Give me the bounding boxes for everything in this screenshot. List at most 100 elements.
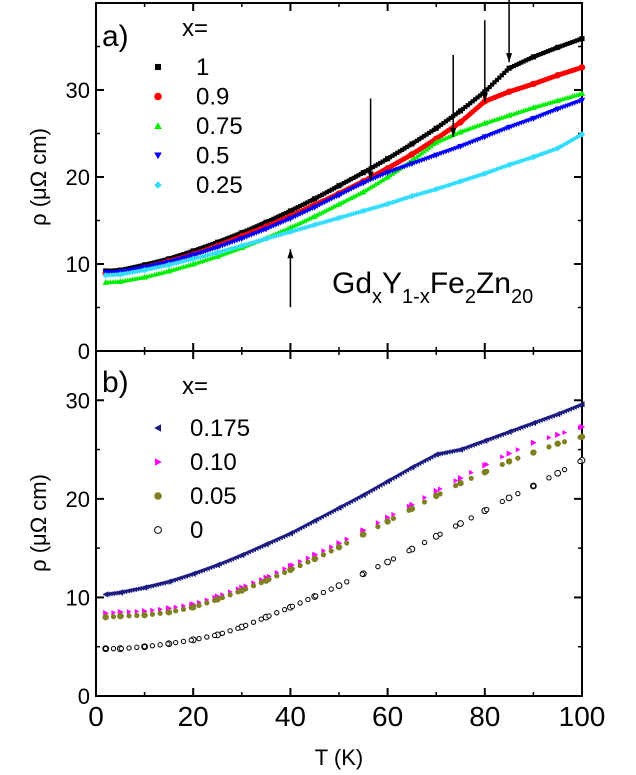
data-point-dense <box>205 243 210 248</box>
data-point-dense <box>302 201 308 206</box>
data-point-dense <box>127 270 133 276</box>
data-point-dense <box>536 52 541 58</box>
data-point-dense <box>314 212 320 218</box>
data-point-dense <box>438 450 444 457</box>
data-point-dense <box>343 197 349 203</box>
data-point-dense <box>530 449 537 456</box>
data-point <box>457 520 464 527</box>
data-point-dense <box>161 580 167 586</box>
x-tick-label: 100 <box>559 701 606 732</box>
data-point-dense <box>422 494 428 501</box>
data-point-dense <box>372 181 379 187</box>
data-point-dense <box>431 141 437 147</box>
data-point-dense <box>577 458 583 465</box>
data-point-dense <box>256 223 261 228</box>
data-point-dense <box>458 108 463 113</box>
data-point-dense <box>122 588 128 595</box>
data-point-dense <box>258 237 264 243</box>
data-point-dense <box>268 217 274 223</box>
data-point-dense <box>193 248 198 253</box>
data-point-dense <box>174 254 179 259</box>
data-point-dense <box>431 127 436 132</box>
panel-b-y-ticks: 0 10 20 30 <box>66 388 582 709</box>
data-point-dense <box>195 254 201 261</box>
data-point-dense <box>204 634 210 640</box>
data-point-dense <box>507 66 512 71</box>
data-point-dense <box>163 579 169 585</box>
data-point-dense <box>365 206 371 213</box>
series-1 <box>103 36 585 274</box>
panel-a-arrows <box>287 0 513 308</box>
data-point-dense <box>467 175 473 181</box>
data-point-dense <box>465 103 470 108</box>
data-point-dense <box>332 186 337 191</box>
data-point-dense <box>110 646 117 652</box>
data-point-dense <box>103 591 108 598</box>
data-point-dense <box>150 607 155 613</box>
data-point-dense <box>287 229 293 235</box>
data-point-dense <box>455 447 461 453</box>
data-point-dense <box>390 515 397 522</box>
data-point-dense <box>353 174 359 179</box>
data-point-dense <box>361 170 366 175</box>
data-point-dense <box>271 216 276 221</box>
transition-arrow <box>450 54 457 137</box>
data-point-dense <box>289 566 295 572</box>
data-point-dense <box>482 170 488 177</box>
data-point-dense <box>165 641 171 647</box>
data-point-dense <box>416 152 422 158</box>
data-point-dense <box>501 163 507 170</box>
legend-label: 0.10 <box>190 449 237 476</box>
legend-title: x= <box>182 373 208 400</box>
data-point-dense <box>567 138 573 144</box>
data-point-dense <box>470 174 476 181</box>
data-point-dense <box>230 234 235 239</box>
data-point-dense <box>380 177 386 183</box>
data-point-dense <box>188 249 193 254</box>
series-0.25 <box>102 131 586 279</box>
data-point-dense <box>562 141 568 147</box>
data-point-dense <box>161 257 167 263</box>
data-point-dense <box>514 62 519 67</box>
data-point-dense <box>424 132 429 137</box>
data-point-dense <box>200 245 205 250</box>
data-point-dense <box>243 586 249 592</box>
data-point-dense <box>450 181 456 187</box>
data-point-dense <box>463 104 468 110</box>
panel-a-label: a) <box>102 20 129 53</box>
data-point-dense <box>358 171 363 177</box>
data-point-dense <box>489 168 495 174</box>
legend-label: 1 <box>196 54 209 81</box>
data-point-dense <box>329 187 334 192</box>
data-point-dense <box>324 190 329 195</box>
data-point-dense <box>579 98 585 104</box>
data-point-dense <box>154 259 159 264</box>
data-point-dense <box>297 600 303 606</box>
data-point-dense <box>550 47 555 52</box>
data-point-dense <box>147 261 152 266</box>
data-point-dense <box>377 178 383 184</box>
data-point-dense <box>494 77 500 83</box>
data-point-dense <box>134 586 140 592</box>
data-point-dense <box>237 231 242 236</box>
data-point-dense <box>487 169 493 175</box>
data-point-dense <box>329 544 334 550</box>
data-point-dense <box>472 174 478 180</box>
data-point-dense <box>411 156 417 161</box>
data-point-dense <box>334 184 339 190</box>
data-point-dense <box>317 194 322 199</box>
data-point-dense <box>579 36 585 41</box>
data-point-dense <box>322 191 327 196</box>
data-point-dense <box>208 242 213 247</box>
data-point-dense <box>266 219 271 224</box>
data-point-dense <box>528 155 534 161</box>
data-point-dense <box>281 212 286 217</box>
data-point-dense <box>506 162 512 168</box>
data-point-dense <box>469 469 474 476</box>
data-point-dense <box>412 140 417 145</box>
data-point-dense <box>400 147 405 152</box>
transition-arrow <box>367 98 374 181</box>
data-point-dense <box>137 268 143 274</box>
data-point-dense <box>285 229 291 236</box>
data-point-dense <box>117 589 123 596</box>
